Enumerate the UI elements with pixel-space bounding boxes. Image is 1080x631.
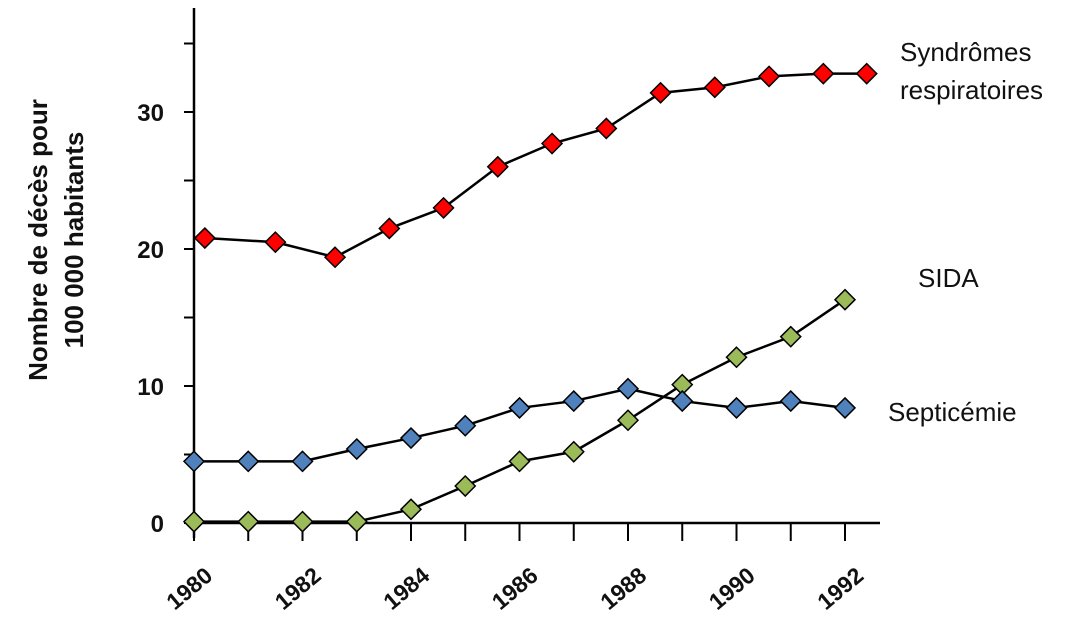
data-point [616, 409, 640, 432]
data-point [757, 65, 781, 88]
x-tick-label: 1986 [487, 562, 543, 615]
y-axis-title-line-2: 100 000 habitants [59, 132, 89, 349]
series-label-respiratoires-line-1: Syndrômes [900, 37, 1032, 67]
data-point [399, 498, 423, 521]
series-1 [182, 288, 857, 533]
data-point [833, 288, 857, 311]
data-point [779, 390, 802, 413]
y-tick-label: 10 [137, 374, 164, 401]
data-point [508, 450, 531, 473]
data-point [508, 396, 531, 419]
data-point [486, 155, 509, 178]
data-point [454, 474, 477, 498]
data-point [264, 231, 287, 254]
data-point [595, 117, 618, 140]
data-point [291, 450, 314, 473]
series-0 [193, 62, 878, 269]
data-point [237, 450, 260, 473]
data-point [432, 196, 455, 219]
series-label-respiratoires-line-2: respiratoires [900, 75, 1043, 105]
data-point [345, 437, 368, 461]
data-point [855, 62, 878, 85]
data-point [703, 76, 726, 99]
data-point [182, 450, 206, 473]
data-point [454, 414, 477, 437]
data-point [671, 390, 694, 413]
data-point [291, 510, 314, 533]
data-point [323, 246, 347, 269]
data-point [237, 510, 260, 533]
series-label-sida: SIDA [918, 263, 979, 293]
data-point [779, 325, 802, 348]
series-label-septicemie: Septicémie [888, 397, 1017, 427]
data-point [562, 390, 585, 413]
x-tick-label: 1990 [704, 562, 760, 615]
data-point [378, 217, 401, 240]
series-layer [182, 62, 878, 533]
data-point [725, 346, 748, 369]
data-point [399, 426, 423, 450]
data-point [193, 226, 216, 250]
data-point [562, 440, 585, 463]
y-tick-label: 20 [137, 237, 164, 264]
data-point [833, 396, 857, 419]
data-point [616, 377, 640, 400]
x-tick-label: 1988 [595, 562, 651, 615]
data-point [345, 510, 368, 533]
x-tick-label: 1992 [812, 562, 868, 615]
y-tick-label: 30 [137, 100, 164, 127]
y-tick-label: 0 [151, 511, 164, 538]
data-point [182, 510, 206, 533]
x-tick-label: 1984 [378, 562, 434, 615]
data-point [649, 81, 672, 104]
series-labels: Syndrômes respiratoires SIDA Septicémie [888, 37, 1043, 427]
y-axis-title-line-1: Nombre de décès pour [23, 99, 53, 381]
data-point [812, 62, 835, 85]
x-tick-label: 1980 [161, 562, 217, 615]
series-2 [182, 377, 857, 473]
data-point [540, 132, 564, 155]
series-line [204, 72, 867, 259]
y-axis-title: Nombre de décès pour 100 000 habitants [23, 99, 89, 381]
x-tick-label: 1982 [270, 562, 326, 615]
data-point [725, 396, 748, 419]
